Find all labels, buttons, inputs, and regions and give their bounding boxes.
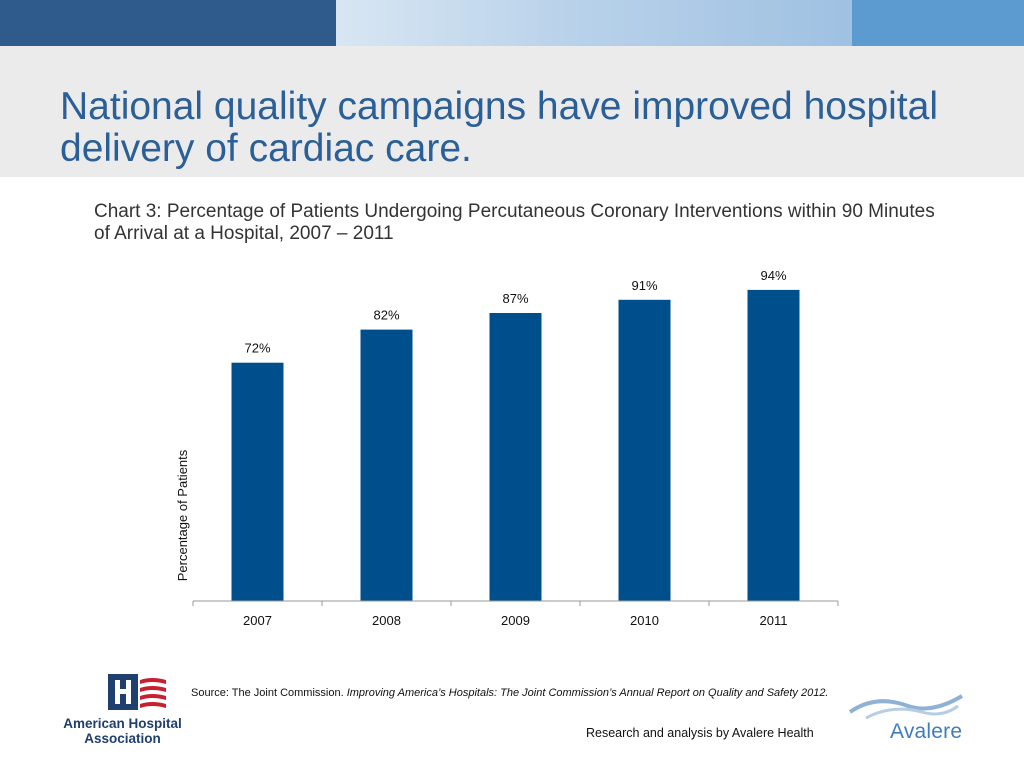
banner-light-segment bbox=[336, 0, 852, 46]
banner-dark-segment bbox=[0, 0, 336, 46]
x-tick-label-2007: 2007 bbox=[243, 613, 272, 628]
x-tick-label-2008: 2008 bbox=[372, 613, 401, 628]
title-band bbox=[0, 46, 1024, 177]
data-label-2011: 94% bbox=[760, 270, 786, 283]
bar-chart: Percentage of Patients 72% 82% 87% 91% 94% 200… bbox=[175, 270, 839, 628]
x-tick-label-2010: 2010 bbox=[630, 613, 659, 628]
chart-title: Chart 3: Percentage of Patients Undergoi… bbox=[94, 201, 935, 244]
source-prefix: Source: The Joint Commission. bbox=[191, 687, 347, 699]
data-label-2010: 91% bbox=[631, 278, 657, 293]
top-banner bbox=[0, 0, 1024, 46]
y-axis-label: Percentage of Patients bbox=[175, 449, 190, 581]
aha-logo: American Hospital Association bbox=[55, 670, 190, 750]
bar-2008 bbox=[360, 329, 413, 601]
aha-name: American Hospital Association bbox=[63, 716, 182, 746]
bar-2009 bbox=[489, 313, 542, 601]
avalere-wordmark: Avalere bbox=[890, 720, 963, 743]
slide-title: National quality campaigns have improved… bbox=[60, 85, 938, 170]
data-label-2008: 82% bbox=[373, 308, 399, 323]
x-tick-label-2009: 2009 bbox=[501, 613, 530, 628]
data-label-2007: 72% bbox=[244, 341, 270, 356]
bar-2011 bbox=[747, 289, 800, 601]
x-tick-label-2011: 2011 bbox=[760, 613, 788, 628]
avalere-wave-icon bbox=[848, 694, 964, 720]
source-note: Source: The Joint Commission. Improving … bbox=[191, 685, 841, 701]
data-label-2009: 87% bbox=[502, 291, 528, 306]
bar-2007 bbox=[231, 362, 284, 601]
bar-2010 bbox=[618, 299, 671, 601]
research-credit: Research and analysis by Avalere Health bbox=[586, 726, 814, 740]
banner-blue-segment bbox=[852, 0, 1024, 46]
aha-hospital-flag-icon bbox=[108, 674, 166, 710]
source-title: Improving America’s Hospitals: The Joint… bbox=[346, 687, 829, 699]
avalere-logo: Avalere bbox=[846, 690, 966, 750]
